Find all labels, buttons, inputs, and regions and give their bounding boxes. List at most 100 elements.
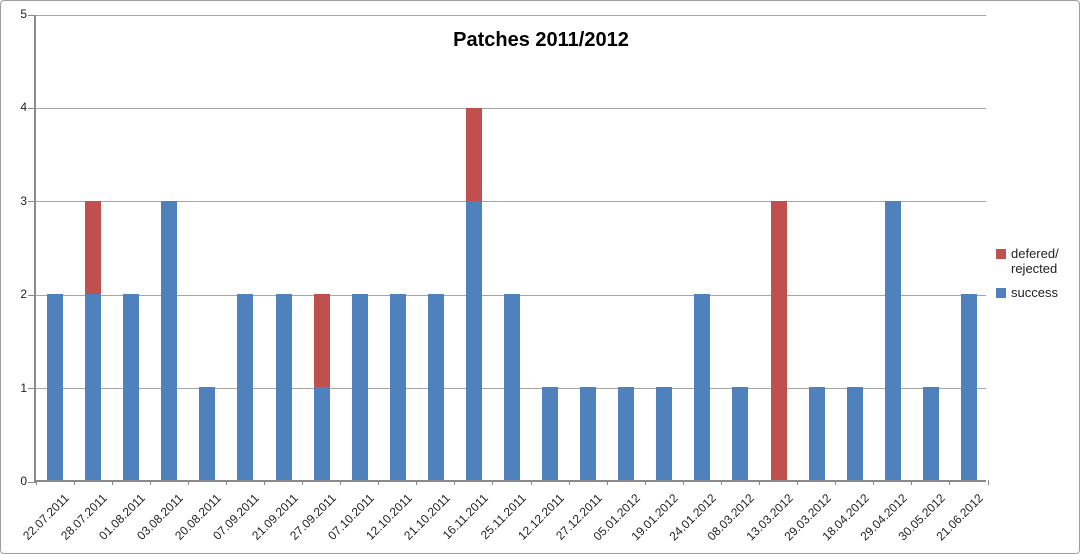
bar-21.06.2012	[960, 15, 977, 480]
bar-28.07.2011	[85, 15, 102, 480]
y-tick-1	[28, 388, 36, 390]
x-tick-18	[720, 480, 722, 485]
bar-segment-defered-rejected	[770, 201, 787, 480]
bar-18.04.2012	[846, 15, 863, 480]
bar-27.12.2011	[580, 15, 597, 480]
bar-segment-success	[504, 294, 520, 480]
x-tick-11	[454, 480, 456, 485]
x-tick-15	[606, 480, 608, 485]
x-tick-3	[149, 480, 151, 485]
bar-13.03.2012	[770, 15, 787, 480]
bar-segment-success	[465, 201, 482, 480]
gridline-3	[36, 201, 986, 203]
x-tick-21	[835, 480, 837, 485]
plot-area	[28, 14, 989, 485]
bar-segment-success	[732, 387, 749, 480]
chart-title: Patches 2011/2012	[453, 29, 629, 51]
x-tick-8	[340, 480, 342, 485]
bar-segment-success	[618, 387, 635, 480]
success-label: success	[1011, 285, 1058, 300]
bar-segment-success	[580, 387, 597, 480]
x-tick-4	[187, 480, 189, 485]
y-axis-label-5: 5	[20, 7, 27, 21]
bar-30.05.2012	[922, 15, 939, 480]
bar-03.08.2011	[161, 15, 178, 480]
x-tick-12	[492, 480, 494, 485]
x-tick-2	[111, 480, 113, 485]
bar-24.01.2012	[694, 15, 711, 480]
bar-16.11.2011	[465, 15, 482, 480]
bar-segment-success	[389, 294, 406, 480]
y-axis-label-0: 0	[20, 474, 27, 488]
bar-segment-success	[47, 294, 64, 480]
bar-segment-success	[960, 294, 977, 480]
bar-segment-success	[694, 294, 711, 480]
bar-segment-success	[85, 294, 102, 480]
bar-22.07.2011	[47, 15, 64, 480]
x-tick-24	[949, 480, 951, 485]
bar-05.01.2012	[618, 15, 635, 480]
bar-segment-success	[656, 387, 673, 480]
bar-29.03.2012	[808, 15, 825, 480]
bar-08.03.2012	[732, 15, 749, 480]
x-tick-19	[759, 480, 761, 485]
bar-segment-success	[161, 201, 178, 480]
legend: defered/ rejected success	[996, 246, 1079, 309]
y-tick-3	[28, 201, 36, 203]
x-tick-16	[644, 480, 646, 485]
y-tick-2	[28, 294, 36, 296]
bar-segment-defered-rejected	[465, 108, 482, 201]
bar-19.01.2012	[656, 15, 673, 480]
bar-07.09.2011	[237, 15, 254, 480]
gridline-5	[36, 14, 986, 16]
x-tick-6	[263, 480, 265, 485]
bar-21.10.2011	[427, 15, 444, 480]
bar-segment-success	[922, 387, 939, 480]
bar-25.11.2011	[504, 15, 520, 480]
x-tick-22	[873, 480, 875, 485]
bar-segment-success	[275, 294, 292, 480]
gridline-4	[36, 107, 986, 109]
defered-rejected-label: defered/ rejected	[1011, 246, 1059, 276]
x-tick-9	[378, 480, 380, 485]
bar-segment-success	[846, 387, 863, 480]
bar-segment-success	[199, 387, 216, 480]
bar-01.08.2011	[123, 15, 140, 480]
bar-07.10.2011	[351, 15, 368, 480]
bar-12.12.2011	[542, 15, 559, 480]
bar-segment-success	[313, 387, 330, 480]
bar-segment-success	[351, 294, 368, 480]
x-tick-7	[302, 480, 304, 485]
bar-segment-success	[808, 387, 825, 480]
legend-item-defered-rejected: defered/ rejected	[996, 246, 1079, 276]
bar-27.09.2011	[313, 15, 330, 480]
bar-12.10.2011	[389, 15, 406, 480]
bar-20.08.2011	[199, 15, 216, 480]
bar-segment-success	[884, 201, 901, 480]
bar-segment-success	[542, 387, 559, 480]
y-axis-label-3: 3	[20, 193, 27, 208]
x-tick-10	[416, 480, 418, 485]
legend-item-success: success	[996, 285, 1079, 300]
bar-segment-defered-rejected	[313, 294, 330, 387]
x-tick-17	[682, 480, 684, 485]
y-tick-4	[28, 107, 36, 109]
x-tick-23	[911, 480, 913, 485]
bar-21.09.2011	[275, 15, 292, 480]
y-axis-label-4: 4	[20, 100, 27, 115]
y-tick-5	[28, 14, 36, 16]
bar-29.04.2012	[884, 15, 901, 480]
bar-segment-success	[237, 294, 254, 480]
x-tick-0	[35, 480, 37, 485]
y-axis-label-1: 1	[20, 380, 27, 395]
bar-segment-success	[427, 294, 444, 480]
x-tick-13	[530, 480, 532, 485]
x-tick-5	[225, 480, 227, 485]
success-swatch	[996, 288, 1006, 298]
y-tick-0	[28, 481, 36, 483]
x-tick-14	[568, 480, 570, 485]
defered-rejected-swatch	[996, 249, 1006, 259]
